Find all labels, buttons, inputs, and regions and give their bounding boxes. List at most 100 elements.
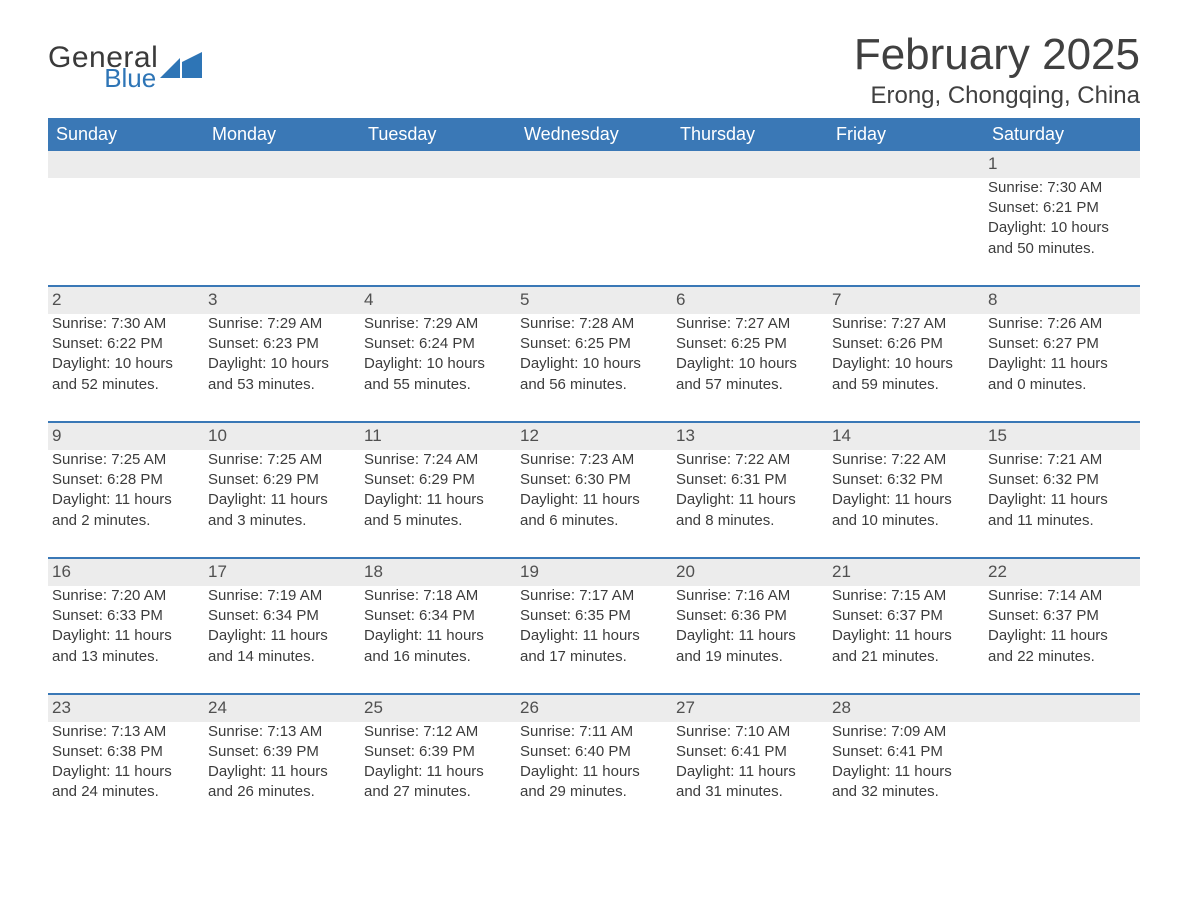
day-sunrise: Sunrise: 7:13 AM <box>208 722 352 742</box>
day-day1: Daylight: 11 hours <box>52 490 196 510</box>
day-sunset: Sunset: 6:37 PM <box>988 606 1132 626</box>
day-number: 3 <box>204 287 360 314</box>
day-day1: Daylight: 11 hours <box>208 626 352 646</box>
blank-cell <box>672 151 828 178</box>
day-sunrise: Sunrise: 7:27 AM <box>832 314 976 334</box>
blank-cell <box>984 722 1140 829</box>
blank-cell <box>360 151 516 178</box>
day-number: 26 <box>516 695 672 722</box>
day-sunset: Sunset: 6:26 PM <box>832 334 976 354</box>
blank-cell <box>828 178 984 285</box>
blank-cell <box>672 178 828 285</box>
day-cell: Sunrise: 7:22 AMSunset: 6:31 PMDaylight:… <box>672 450 828 557</box>
blank-cell <box>204 178 360 285</box>
day-day1: Daylight: 11 hours <box>832 762 976 782</box>
day-sunrise: Sunrise: 7:15 AM <box>832 586 976 606</box>
day-number: 7 <box>828 287 984 314</box>
weekday-header-row: SundayMondayTuesdayWednesdayThursdayFrid… <box>48 118 1140 151</box>
day-day1: Daylight: 10 hours <box>520 354 664 374</box>
day-day2: and 14 minutes. <box>208 647 352 667</box>
day-day1: Daylight: 11 hours <box>832 626 976 646</box>
day-day2: and 22 minutes. <box>988 647 1132 667</box>
day-sunset: Sunset: 6:41 PM <box>676 742 820 762</box>
day-number: 2 <box>48 287 204 314</box>
day-sunrise: Sunrise: 7:18 AM <box>364 586 508 606</box>
day-sunset: Sunset: 6:27 PM <box>988 334 1132 354</box>
day-day2: and 57 minutes. <box>676 375 820 395</box>
day-cell: Sunrise: 7:22 AMSunset: 6:32 PMDaylight:… <box>828 450 984 557</box>
day-day2: and 17 minutes. <box>520 647 664 667</box>
day-day2: and 16 minutes. <box>364 647 508 667</box>
day-cell: Sunrise: 7:16 AMSunset: 6:36 PMDaylight:… <box>672 586 828 693</box>
day-cell: Sunrise: 7:27 AMSunset: 6:26 PMDaylight:… <box>828 314 984 421</box>
day-day1: Daylight: 11 hours <box>52 762 196 782</box>
day-number: 28 <box>828 695 984 722</box>
day-cell: Sunrise: 7:13 AMSunset: 6:38 PMDaylight:… <box>48 722 204 829</box>
day-cell: Sunrise: 7:27 AMSunset: 6:25 PMDaylight:… <box>672 314 828 421</box>
day-sunrise: Sunrise: 7:28 AM <box>520 314 664 334</box>
day-sunset: Sunset: 6:41 PM <box>832 742 976 762</box>
day-day2: and 56 minutes. <box>520 375 664 395</box>
day-number: 24 <box>204 695 360 722</box>
day-number-row: 232425262728 <box>48 695 1140 722</box>
blank-cell <box>828 151 984 178</box>
day-day1: Daylight: 10 hours <box>208 354 352 374</box>
day-sunrise: Sunrise: 7:16 AM <box>676 586 820 606</box>
day-sunset: Sunset: 6:24 PM <box>364 334 508 354</box>
day-day1: Daylight: 11 hours <box>364 626 508 646</box>
day-day2: and 5 minutes. <box>364 511 508 531</box>
logo-flag-icon <box>160 52 202 82</box>
day-sunset: Sunset: 6:38 PM <box>52 742 196 762</box>
location-subtitle: Erong, Chongqing, China <box>854 82 1140 110</box>
day-day2: and 26 minutes. <box>208 782 352 802</box>
day-day2: and 8 minutes. <box>676 511 820 531</box>
day-sunset: Sunset: 6:29 PM <box>208 470 352 490</box>
day-detail-row: Sunrise: 7:13 AMSunset: 6:38 PMDaylight:… <box>48 722 1140 829</box>
day-cell: Sunrise: 7:25 AMSunset: 6:28 PMDaylight:… <box>48 450 204 557</box>
day-day1: Daylight: 10 hours <box>676 354 820 374</box>
weekday-header: Saturday <box>984 118 1140 151</box>
day-number: 1 <box>984 151 1140 178</box>
day-day1: Daylight: 11 hours <box>208 490 352 510</box>
day-number: 10 <box>204 423 360 450</box>
day-number: 13 <box>672 423 828 450</box>
day-sunrise: Sunrise: 7:22 AM <box>676 450 820 470</box>
day-sunrise: Sunrise: 7:27 AM <box>676 314 820 334</box>
weekday-header: Tuesday <box>360 118 516 151</box>
day-cell: Sunrise: 7:29 AMSunset: 6:23 PMDaylight:… <box>204 314 360 421</box>
day-sunrise: Sunrise: 7:12 AM <box>364 722 508 742</box>
day-day1: Daylight: 11 hours <box>988 490 1132 510</box>
day-cell: Sunrise: 7:13 AMSunset: 6:39 PMDaylight:… <box>204 722 360 829</box>
day-day1: Daylight: 10 hours <box>832 354 976 374</box>
month-title: February 2025 <box>854 30 1140 80</box>
day-sunset: Sunset: 6:31 PM <box>676 470 820 490</box>
day-day1: Daylight: 10 hours <box>364 354 508 374</box>
day-cell: Sunrise: 7:30 AMSunset: 6:21 PMDaylight:… <box>984 178 1140 285</box>
day-sunrise: Sunrise: 7:24 AM <box>364 450 508 470</box>
day-number-row: 2345678 <box>48 287 1140 314</box>
day-sunrise: Sunrise: 7:13 AM <box>52 722 196 742</box>
weekday-header: Friday <box>828 118 984 151</box>
day-detail-row: Sunrise: 7:20 AMSunset: 6:33 PMDaylight:… <box>48 586 1140 693</box>
brand-logo: General Blue <box>48 44 202 90</box>
day-day2: and 32 minutes. <box>832 782 976 802</box>
day-day2: and 11 minutes. <box>988 511 1132 531</box>
day-number: 12 <box>516 423 672 450</box>
weekday-header: Sunday <box>48 118 204 151</box>
day-sunrise: Sunrise: 7:10 AM <box>676 722 820 742</box>
day-sunset: Sunset: 6:33 PM <box>52 606 196 626</box>
day-sunrise: Sunrise: 7:23 AM <box>520 450 664 470</box>
day-sunset: Sunset: 6:40 PM <box>520 742 664 762</box>
day-sunrise: Sunrise: 7:30 AM <box>52 314 196 334</box>
day-cell: Sunrise: 7:12 AMSunset: 6:39 PMDaylight:… <box>360 722 516 829</box>
day-number: 15 <box>984 423 1140 450</box>
day-sunset: Sunset: 6:34 PM <box>364 606 508 626</box>
weekday-header: Monday <box>204 118 360 151</box>
blank-cell <box>360 178 516 285</box>
weekday-header: Wednesday <box>516 118 672 151</box>
day-detail-row: Sunrise: 7:30 AMSunset: 6:22 PMDaylight:… <box>48 314 1140 421</box>
day-sunset: Sunset: 6:32 PM <box>988 470 1132 490</box>
day-sunset: Sunset: 6:39 PM <box>364 742 508 762</box>
day-day1: Daylight: 11 hours <box>988 626 1132 646</box>
day-cell: Sunrise: 7:21 AMSunset: 6:32 PMDaylight:… <box>984 450 1140 557</box>
